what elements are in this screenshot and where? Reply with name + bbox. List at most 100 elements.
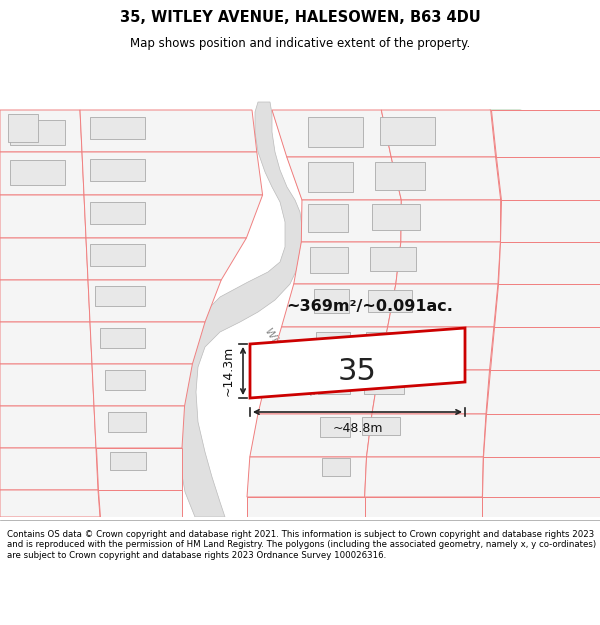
Polygon shape (96, 448, 182, 490)
Polygon shape (90, 159, 145, 181)
Polygon shape (10, 160, 65, 185)
Polygon shape (380, 117, 435, 145)
Polygon shape (80, 110, 257, 152)
Text: ~14.3m: ~14.3m (222, 346, 235, 396)
Polygon shape (0, 152, 84, 195)
Polygon shape (247, 457, 600, 497)
Polygon shape (367, 414, 486, 457)
Polygon shape (90, 117, 145, 139)
Polygon shape (498, 242, 600, 284)
Polygon shape (379, 327, 494, 370)
Polygon shape (272, 110, 391, 157)
Polygon shape (375, 162, 425, 190)
Polygon shape (382, 110, 496, 157)
Polygon shape (0, 490, 100, 517)
Polygon shape (88, 280, 221, 322)
Polygon shape (10, 120, 65, 145)
Polygon shape (98, 490, 182, 517)
Polygon shape (90, 202, 145, 224)
Polygon shape (90, 322, 205, 364)
Polygon shape (294, 242, 600, 284)
Polygon shape (0, 195, 86, 238)
Polygon shape (370, 247, 416, 271)
Text: 35, WITLEY AVENUE, HALESOWEN, B63 4DU: 35, WITLEY AVENUE, HALESOWEN, B63 4DU (119, 11, 481, 26)
Text: Map shows position and indicative extent of the property.: Map shows position and indicative extent… (130, 38, 470, 51)
Polygon shape (368, 290, 412, 312)
Text: Contains OS data © Crown copyright and database right 2021. This information is : Contains OS data © Crown copyright and d… (7, 530, 596, 560)
Polygon shape (482, 457, 600, 497)
Polygon shape (396, 242, 500, 284)
Polygon shape (301, 200, 401, 242)
Text: 35: 35 (338, 356, 377, 386)
Polygon shape (365, 457, 483, 497)
Polygon shape (320, 417, 350, 437)
Polygon shape (372, 204, 420, 230)
Polygon shape (301, 200, 600, 242)
Polygon shape (247, 497, 365, 517)
Polygon shape (95, 286, 145, 306)
Polygon shape (364, 374, 404, 394)
Polygon shape (401, 200, 500, 242)
Polygon shape (308, 204, 348, 232)
Polygon shape (316, 332, 350, 354)
Polygon shape (486, 370, 600, 414)
Polygon shape (0, 406, 96, 448)
Polygon shape (372, 370, 490, 414)
Polygon shape (247, 457, 367, 497)
Polygon shape (269, 327, 388, 370)
Polygon shape (247, 497, 600, 517)
Polygon shape (0, 448, 98, 490)
Polygon shape (391, 157, 500, 200)
Polygon shape (250, 414, 372, 457)
Polygon shape (258, 370, 600, 414)
Polygon shape (318, 374, 350, 394)
Polygon shape (86, 238, 247, 280)
Polygon shape (8, 114, 38, 142)
Polygon shape (92, 364, 193, 406)
Polygon shape (281, 284, 396, 327)
Polygon shape (94, 406, 185, 448)
Polygon shape (250, 414, 600, 457)
Polygon shape (272, 110, 600, 157)
Polygon shape (362, 417, 400, 435)
Polygon shape (308, 162, 353, 192)
Polygon shape (483, 414, 600, 457)
Polygon shape (496, 157, 600, 200)
Polygon shape (314, 289, 349, 313)
Polygon shape (494, 284, 600, 327)
Polygon shape (100, 328, 145, 348)
Polygon shape (0, 364, 94, 406)
Polygon shape (365, 497, 482, 517)
Polygon shape (250, 328, 465, 398)
Polygon shape (500, 200, 600, 242)
Polygon shape (0, 280, 90, 322)
Polygon shape (287, 157, 401, 200)
Text: ~48.8m: ~48.8m (332, 422, 383, 435)
Polygon shape (82, 152, 263, 195)
Polygon shape (105, 370, 145, 390)
Polygon shape (287, 157, 600, 200)
Polygon shape (0, 238, 88, 280)
Polygon shape (366, 332, 408, 352)
Polygon shape (0, 110, 82, 152)
Polygon shape (175, 102, 302, 517)
Text: Witley Avenue: Witley Avenue (263, 326, 317, 398)
Polygon shape (90, 244, 145, 266)
Polygon shape (0, 322, 92, 364)
Polygon shape (491, 110, 600, 157)
Polygon shape (472, 110, 600, 302)
Polygon shape (308, 117, 363, 147)
Polygon shape (108, 412, 146, 432)
Polygon shape (269, 327, 600, 370)
Polygon shape (294, 242, 401, 284)
Polygon shape (110, 452, 146, 470)
Polygon shape (322, 458, 350, 476)
Polygon shape (84, 195, 263, 238)
Polygon shape (258, 370, 379, 414)
Polygon shape (310, 247, 348, 273)
Polygon shape (490, 327, 600, 370)
Polygon shape (388, 284, 498, 327)
Polygon shape (482, 497, 600, 517)
Text: ~369m²/~0.091ac.: ~369m²/~0.091ac. (287, 299, 454, 314)
Polygon shape (281, 284, 600, 327)
